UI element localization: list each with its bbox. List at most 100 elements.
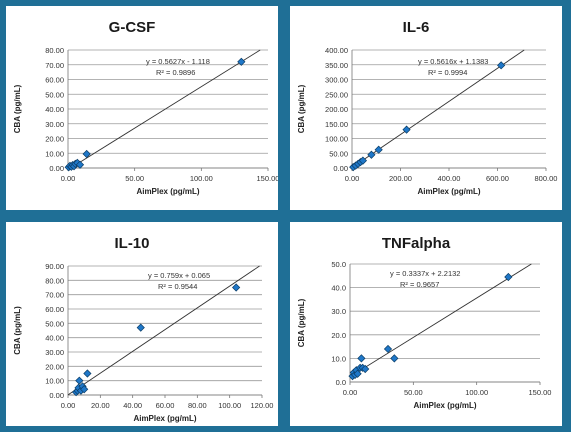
x-tick-label: 150.00: [529, 388, 552, 397]
x-axis-label: AimPlex (pg/mL): [413, 401, 476, 410]
y-tick-label: 30.0: [331, 307, 346, 316]
y-tick-label: 60.00: [45, 305, 64, 314]
x-tick-label: 60.00: [156, 401, 175, 410]
trendline: [70, 49, 261, 169]
y-tick-label: 20.00: [45, 362, 64, 371]
x-tick-label: 120.00: [251, 401, 274, 410]
data-point: [504, 272, 513, 282]
data-point: [232, 283, 241, 292]
data-point: [82, 149, 91, 159]
x-axis-label: AimPlex (pg/mL): [417, 187, 480, 196]
x-tick-label: 100.00: [465, 388, 488, 397]
data-point: [361, 364, 370, 374]
x-tick-label: 100.00: [218, 401, 241, 410]
chart-title: IL-10: [114, 235, 149, 252]
trendline-equation: y = 0.3337x + 2.2132: [390, 269, 460, 278]
y-tick-label: 400.00: [325, 46, 348, 55]
trendline: [67, 265, 260, 396]
y-tick-label: 10.00: [45, 377, 64, 386]
x-tick-label: 0.00: [61, 174, 76, 183]
trendline-equation: y = 0.5627x - 1.118: [146, 57, 210, 66]
x-tick-label: 50.00: [125, 174, 144, 183]
x-tick-label: 20.00: [91, 401, 110, 410]
r-squared-label: R² = 0.9657: [400, 280, 439, 289]
y-axis-label: CBA (pg/mL): [13, 306, 22, 355]
x-tick-label: 0.00: [345, 174, 360, 183]
y-tick-label: 40.00: [45, 105, 64, 114]
y-tick-label: 80.00: [45, 46, 64, 55]
chart-title: G-CSF: [109, 19, 156, 36]
y-axis-label: CBA (pg/mL): [297, 84, 306, 133]
data-point: [374, 145, 383, 154]
data-point: [497, 61, 506, 70]
x-tick-label: 0.00: [343, 388, 358, 397]
y-tick-label: 0.00: [333, 164, 348, 173]
chart-title: TNFalpha: [382, 235, 451, 252]
chart-panel-tnfalpha: TNFalpha 0.0 10.0 20.0 30.0 40.0 50.0 0.00 50.00…: [290, 222, 562, 426]
y-tick-label: 70.00: [45, 291, 64, 300]
y-tick-label: 50.00: [329, 149, 348, 158]
y-tick-label: 40.00: [45, 334, 64, 343]
y-tick-label: 30.00: [45, 348, 64, 357]
y-tick-label: 0.00: [49, 164, 64, 173]
y-tick-label: 50.0: [331, 260, 346, 269]
y-tick-label: 250.00: [325, 90, 348, 99]
y-tick-label: 20.0: [331, 331, 346, 340]
trendline-equation: y = 0.759x + 0.065: [148, 271, 210, 280]
data-point: [136, 323, 145, 332]
y-tick-label: 10.00: [45, 149, 64, 158]
y-tick-label: 70.00: [45, 61, 64, 70]
y-tick-label: 50.00: [45, 90, 64, 99]
y-axis-label: CBA (pg/mL): [13, 84, 22, 133]
data-point: [353, 369, 362, 378]
r-squared-label: R² = 0.9994: [428, 68, 467, 77]
y-tick-label: 300.00: [325, 76, 348, 85]
x-tick-label: 40.00: [123, 401, 142, 410]
y-tick-label: 50.00: [45, 319, 64, 328]
x-tick-label: 200.00: [389, 174, 412, 183]
x-tick-label: 400.00: [438, 174, 461, 183]
y-tick-label: 90.00: [45, 262, 64, 271]
x-tick-label: 100.00: [190, 174, 213, 183]
data-point: [75, 160, 85, 169]
chart-panel-il10: IL-10 0.00 10.00 20.00 30.00 40.00 50.00 60.00 7…: [6, 222, 278, 426]
data-point: [367, 150, 376, 159]
y-tick-label: 20.00: [45, 135, 64, 144]
x-axis-label: AimPlex (pg/mL): [133, 414, 196, 423]
chart-panel-il6: IL-6 0.00 50.00 100.00 150.00 200.00 250.00 300…: [290, 6, 562, 210]
data-point: [75, 376, 84, 385]
r-squared-label: R² = 0.9544: [158, 282, 197, 291]
x-tick-label: 600.00: [486, 174, 509, 183]
y-tick-label: 200.00: [325, 105, 348, 114]
chart-svg: IL-6 0.00 50.00 100.00 150.00 200.00 250.00 300…: [297, 19, 558, 196]
data-point: [383, 344, 393, 354]
chart-panel-gcsf: G-CSF 0.00 10.00 20.00 30.00 40.00 50.00 60.00 7…: [6, 6, 278, 210]
data-point: [80, 385, 89, 394]
x-tick-label: 80.00: [188, 401, 207, 410]
y-tick-label: 30.00: [45, 120, 64, 129]
chart-svg: G-CSF 0.00 10.00 20.00 30.00 40.00 50.00 60.00 7…: [13, 19, 278, 196]
trendline: [349, 263, 532, 378]
data-point: [237, 57, 246, 66]
data-point: [402, 125, 411, 134]
data-point: [358, 156, 368, 165]
x-tick-label: 150.00: [257, 174, 278, 183]
chart-title: IL-6: [403, 19, 430, 36]
data-point: [357, 354, 366, 363]
x-tick-label: 800.00: [535, 174, 558, 183]
y-tick-label: 350.00: [325, 61, 348, 70]
y-tick-label: 0.0: [336, 378, 346, 387]
x-axis-label: AimPlex (pg/mL): [136, 187, 199, 196]
y-tick-label: 60.00: [45, 76, 64, 85]
data-point: [390, 354, 399, 363]
trendline-equation: y = 0.5616x + 1.1383: [418, 57, 488, 66]
y-tick-label: 40.0: [331, 284, 346, 293]
x-tick-label: 50.00: [404, 388, 423, 397]
y-tick-label: 150.00: [325, 120, 348, 129]
y-tick-label: 100.00: [325, 135, 348, 144]
chart-svg: IL-10 0.00 10.00 20.00 30.00 40.00 50.00 60.00 7…: [13, 235, 274, 423]
chart-svg: TNFalpha 0.0 10.0 20.0 30.0 40.0 50.0 0.00 50.00…: [297, 235, 552, 410]
data-point: [83, 369, 92, 378]
y-axis-label: CBA (pg/mL): [297, 298, 306, 347]
